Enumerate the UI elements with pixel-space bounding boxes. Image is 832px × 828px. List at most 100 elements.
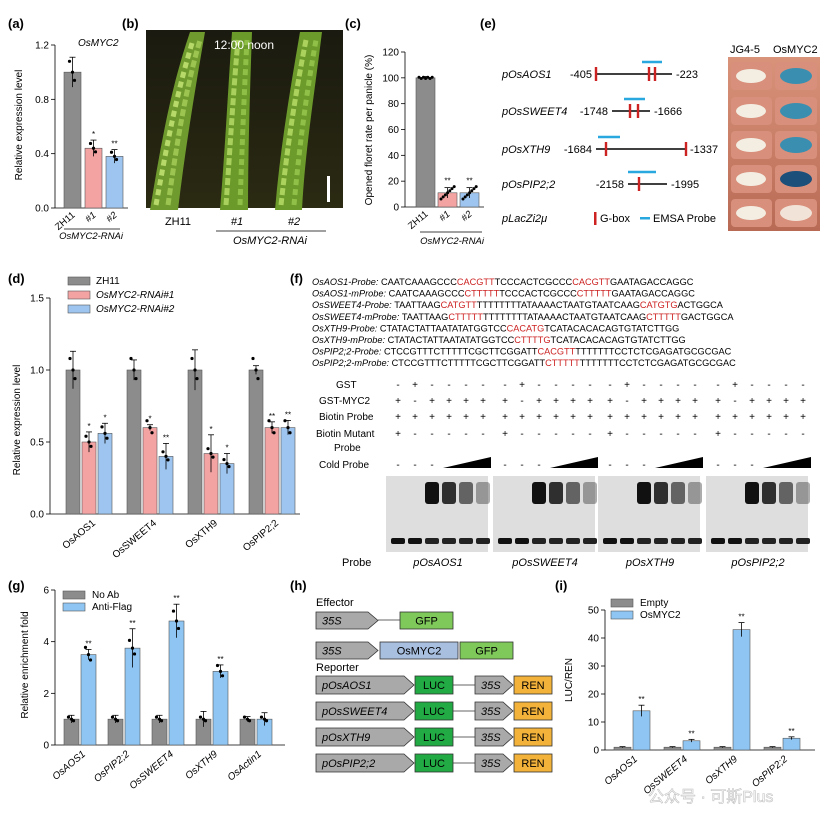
panel-c-ylabel: Opened floret rate per panicle (%) bbox=[364, 55, 375, 206]
emsa-sign: + bbox=[536, 396, 542, 407]
shifted-band bbox=[459, 482, 473, 504]
panel-c-y-tick-label: 80 bbox=[388, 99, 400, 110]
photo-label-zh11: ZH11 bbox=[165, 216, 191, 228]
effector1-gfp bbox=[399, 611, 454, 630]
panel-g-bar-point bbox=[154, 715, 159, 719]
emsa-sign: - bbox=[716, 380, 719, 391]
gel-probe-name: pOsSWEET4 bbox=[511, 557, 577, 569]
free-probe-band bbox=[459, 538, 473, 544]
reporter-promoter-label: pOsPIP2;2 bbox=[321, 758, 375, 770]
panel-d-bar-point bbox=[103, 431, 107, 435]
panel-g-bar-point bbox=[127, 638, 132, 642]
construct-left-coord: -1684 bbox=[564, 144, 592, 156]
panel-i-bar bbox=[782, 737, 801, 751]
panel-d-significance: * bbox=[209, 425, 212, 434]
emsa-sign: - bbox=[625, 429, 628, 440]
free-probe-band bbox=[515, 538, 529, 544]
emsa-sign: + bbox=[675, 396, 681, 407]
shifted-band bbox=[583, 482, 597, 504]
probe-motif: CTTTTT bbox=[545, 358, 580, 368]
panel-c-y-tick-label: 100 bbox=[382, 73, 399, 84]
emsa-sign: + bbox=[502, 429, 508, 440]
emsa-sign: + bbox=[715, 412, 721, 423]
panel-h-constructs: Effector Reporter 35S GFP 35S OsMYC2 GFP pOsA… bbox=[315, 597, 553, 773]
emsa-sign: - bbox=[642, 460, 645, 471]
emsa-conditions-table: GST GST-MYC2 Biotin Probe Biotin Mutant Prob… bbox=[316, 380, 811, 471]
effector2-gfp-label: GFP bbox=[475, 646, 498, 658]
panel-d-x-tick-label: OsAOS1 bbox=[61, 518, 99, 552]
reporter-promoter-label: pOsXTH9 bbox=[321, 732, 370, 744]
gbox-mark bbox=[684, 142, 688, 156]
panel-d-bar-point bbox=[129, 356, 133, 361]
panel-d-legend-swatch bbox=[67, 276, 91, 286]
panel-a-y-tick-label: 0.4 bbox=[35, 149, 49, 160]
panel-a-x-tick-label: #2 bbox=[104, 209, 120, 225]
reporter-promoter: pOsAOS1 bbox=[315, 675, 415, 695]
panel-a-bar-0-point bbox=[67, 59, 72, 63]
probe-seq: TTTTTTTCCTCTCGAGATGCGCGAC bbox=[575, 347, 731, 357]
scale-bar bbox=[327, 176, 330, 202]
panel-d-legend-label: OsMYC2-RNAi#2 bbox=[96, 304, 175, 315]
panel-c-point bbox=[465, 193, 469, 197]
emsa-sign: + bbox=[395, 429, 401, 440]
panel-g-bar-point bbox=[174, 619, 179, 623]
panel-g-bar-point bbox=[242, 715, 247, 719]
emsa-sign: + bbox=[732, 412, 738, 423]
panel-c-point bbox=[419, 76, 423, 80]
panel-d-bar bbox=[280, 427, 296, 515]
emsa-sign: + bbox=[412, 380, 418, 391]
panel-a-bar-2-point bbox=[112, 154, 117, 158]
shifted-band bbox=[549, 482, 563, 504]
gbox-mark bbox=[637, 177, 641, 191]
panel-c-point bbox=[430, 75, 434, 79]
construct-name: pOsPIP2;2 bbox=[501, 179, 555, 191]
probe-sequence-line: OsXTH9-Probe: CTATACTATTAATATATGGTCCCACA… bbox=[312, 323, 679, 333]
emsa-sign: - bbox=[767, 429, 770, 440]
probe-seq: TAATTAAG bbox=[394, 300, 440, 310]
panel-label-f: (f) bbox=[290, 271, 303, 286]
reporter-35s-promoter-label: 35S bbox=[481, 680, 501, 692]
emsa-sign: + bbox=[536, 412, 542, 423]
yeast-header-osmyc2: OsMYC2 bbox=[773, 44, 818, 56]
reporter-ren bbox=[513, 753, 553, 773]
probe-row-prefix: Probe bbox=[342, 557, 371, 569]
probe-sequence-line: OsSWEET4-Probe: TAATTAAGCATGTTTTTTTTTTAT… bbox=[312, 300, 724, 310]
panel-d-significance: * bbox=[225, 444, 228, 453]
emsa-sign: - bbox=[784, 380, 787, 391]
panel-c-point bbox=[439, 197, 443, 201]
panel-g-ylabel: Relative enrichment fold bbox=[20, 611, 31, 718]
emsa-sign: - bbox=[693, 380, 696, 391]
shifted-band bbox=[442, 482, 456, 504]
probe-motif: CACATG bbox=[507, 323, 545, 333]
emsa-sign: + bbox=[800, 396, 806, 407]
panel-g-bar-point bbox=[83, 645, 88, 649]
emsa-row-label: Cold Probe bbox=[319, 460, 369, 471]
panel-i-significance: ** bbox=[738, 613, 744, 622]
probe-seq: TCATACACACAGTGTATCTTGG bbox=[544, 323, 679, 333]
panel-d-x-tick-label: OsXTH9 bbox=[183, 518, 220, 551]
panel-d-bar-point bbox=[225, 462, 229, 466]
yeast-colony-osmyc2 bbox=[780, 137, 812, 153]
probe-seq: TTTTTTTTATAAAACTAATGTAATCAAG bbox=[477, 300, 640, 310]
panel-i-x-tick-label: OsAOS1 bbox=[603, 754, 640, 788]
probe-seq: TCCCACTCGCCC bbox=[499, 289, 577, 299]
free-probe-band bbox=[728, 538, 742, 544]
panel-i-y-tick-label: 40 bbox=[588, 634, 600, 645]
panel-label-d: (d) bbox=[8, 271, 25, 286]
photo-label-rnai2: #2 bbox=[288, 216, 300, 228]
panel-i-y-tick-label: 20 bbox=[588, 690, 600, 701]
panel-i-significance: ** bbox=[788, 727, 794, 736]
panel-a-bar-1-point bbox=[91, 146, 96, 150]
panel-c-point bbox=[428, 76, 432, 80]
probe-label: OsAOS1-Probe: bbox=[312, 277, 381, 287]
yeast-colony-osmyc2 bbox=[780, 103, 812, 119]
probe-motif: CACGTT bbox=[572, 277, 610, 287]
panel-g-y-tick-label: 6 bbox=[43, 586, 49, 597]
time-label: 12:00 noon bbox=[214, 38, 274, 52]
emsa-sign: + bbox=[607, 429, 613, 440]
panel-c-point bbox=[446, 191, 450, 195]
cold-probe-gradient bbox=[655, 457, 703, 468]
panel-i-y-tick-label: 0 bbox=[593, 746, 599, 757]
emsa-sign: - bbox=[464, 380, 467, 391]
panel-i-legend-label: OsMYC2 bbox=[640, 610, 681, 621]
